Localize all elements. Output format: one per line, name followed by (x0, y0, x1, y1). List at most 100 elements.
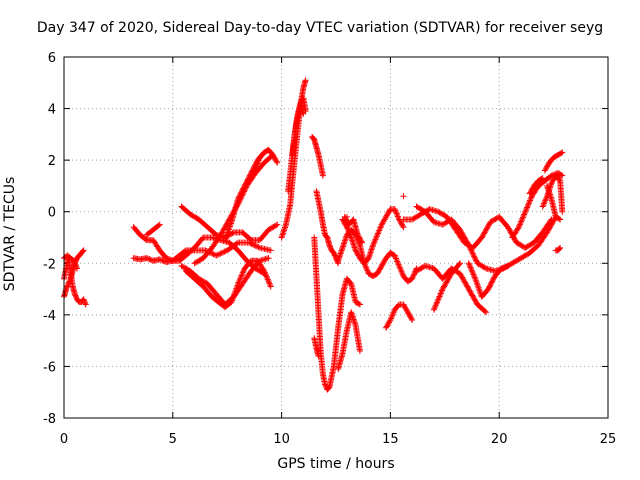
data-point (165, 256, 172, 263)
data-point (392, 255, 399, 262)
data-point (409, 274, 416, 281)
data-point (64, 282, 71, 289)
data-point (432, 303, 439, 310)
data-point (253, 161, 260, 168)
data-point (406, 313, 413, 320)
data-point (271, 154, 278, 161)
series-arc34 (544, 182, 564, 223)
data-point (64, 283, 71, 290)
data-point (516, 222, 523, 229)
data-point (549, 219, 556, 226)
data-point (470, 295, 477, 302)
data-point (528, 194, 535, 201)
data-point (543, 164, 550, 171)
data-point (386, 318, 393, 325)
data-point (467, 246, 474, 253)
data-point (471, 296, 478, 303)
data-point (219, 228, 226, 235)
data-point (247, 236, 254, 243)
data-point (394, 212, 401, 219)
data-point (250, 168, 257, 175)
data-point (462, 279, 469, 286)
x-axis-label: GPS time / hours (277, 456, 395, 472)
data-point (526, 198, 533, 205)
data-point (359, 239, 366, 246)
chart-title: Day 347 of 2020, Sidereal Day-to-day VTE… (36, 20, 604, 36)
data-point (355, 300, 362, 307)
series-arc17 (311, 234, 363, 393)
data-point (400, 224, 407, 231)
data-point (380, 219, 387, 226)
y-tick-label: -6 (43, 360, 56, 375)
data-point (72, 262, 79, 269)
data-point (369, 242, 376, 249)
y-tick-label: -2 (43, 257, 56, 272)
data-point (486, 221, 493, 228)
data-point (272, 155, 279, 162)
data-point (505, 225, 512, 232)
data-point (74, 265, 81, 272)
data-point (458, 229, 465, 236)
data-point (361, 261, 368, 268)
data-point (262, 270, 269, 277)
data-point (372, 236, 379, 243)
data-point (544, 228, 551, 235)
data-point (400, 301, 407, 308)
data-point (406, 311, 413, 318)
data-point (463, 282, 470, 289)
data-point (388, 314, 395, 321)
data-point (402, 305, 409, 312)
data-point (380, 260, 387, 267)
data-point (72, 261, 79, 268)
data-point (356, 347, 363, 354)
data-point (376, 226, 383, 233)
data-point (81, 297, 88, 304)
y-tick-label: 0 (48, 206, 56, 221)
data-point (374, 270, 381, 277)
data-point (267, 283, 274, 290)
series-arc15 (289, 102, 307, 158)
tick-labels: 0 5 10 15 20 25 -8 -6 -4 -2 0 2 4 6 (43, 51, 616, 447)
data-point (489, 278, 496, 285)
data-point (468, 247, 475, 254)
series-arc30 (509, 170, 566, 241)
data-point (221, 248, 228, 255)
series-arc12 (248, 146, 281, 179)
data-point (544, 229, 551, 236)
data-point (331, 251, 338, 258)
x-tick-label: 20 (491, 432, 508, 447)
data-point (264, 275, 271, 282)
data-point (326, 242, 333, 249)
data-point (265, 255, 272, 262)
data-point (443, 279, 450, 286)
data-point (498, 265, 505, 272)
data-point (80, 296, 87, 303)
data-point (466, 287, 473, 294)
data-point (514, 225, 521, 232)
data-point (222, 224, 229, 231)
data-point (343, 213, 350, 220)
data-point (251, 167, 258, 174)
data-point (559, 149, 566, 156)
data-point (167, 256, 174, 263)
data-point (266, 280, 273, 287)
x-tick-label: 10 (273, 432, 290, 447)
data-point (517, 219, 524, 226)
data-point (237, 191, 244, 198)
data-point (384, 322, 391, 329)
data-point (221, 225, 228, 232)
x-tick-label: 5 (169, 432, 177, 447)
data-point (361, 260, 368, 267)
data-point (209, 250, 216, 257)
data-point (72, 293, 79, 300)
data-point (319, 172, 326, 179)
data-point (392, 254, 399, 261)
data-point (66, 278, 73, 285)
data-point (389, 311, 396, 318)
data-point (540, 200, 547, 207)
data-point (444, 277, 451, 284)
data-point (440, 284, 447, 291)
data-point (387, 317, 394, 324)
data-point (260, 266, 267, 273)
data-point (331, 252, 338, 259)
